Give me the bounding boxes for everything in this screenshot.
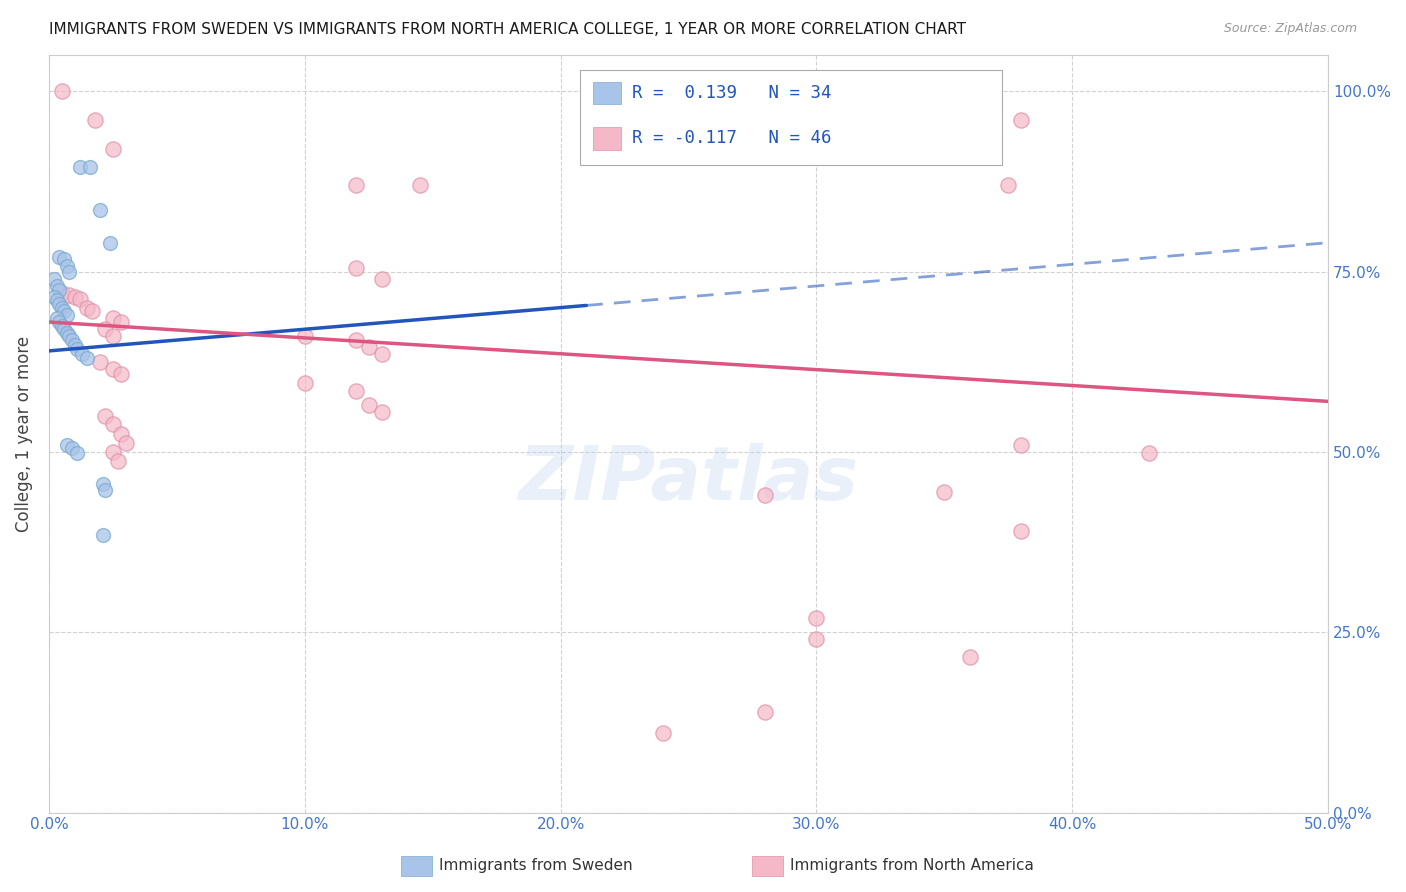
Point bbox=[48, 250, 70, 264]
Point bbox=[56, 437, 79, 451]
Text: R = -0.117   N = 46: R = -0.117 N = 46 bbox=[633, 129, 832, 147]
Point bbox=[1010, 524, 1032, 539]
Point bbox=[56, 326, 79, 340]
Point bbox=[66, 446, 89, 460]
Point bbox=[94, 483, 117, 497]
Point bbox=[53, 252, 76, 266]
Point bbox=[1010, 437, 1032, 451]
Point bbox=[58, 287, 80, 301]
Point bbox=[79, 160, 101, 174]
Point bbox=[76, 351, 98, 365]
Point bbox=[110, 367, 132, 381]
Point bbox=[91, 528, 114, 542]
Point bbox=[294, 376, 316, 391]
Point bbox=[1137, 446, 1160, 460]
Point bbox=[344, 178, 367, 192]
Point bbox=[94, 409, 117, 423]
Point bbox=[63, 338, 86, 352]
Point bbox=[45, 293, 67, 308]
Point bbox=[45, 279, 67, 293]
Point bbox=[934, 484, 956, 499]
Text: ZIPatlas: ZIPatlas bbox=[519, 442, 859, 516]
Point bbox=[56, 259, 79, 273]
Point bbox=[56, 308, 79, 322]
Point bbox=[344, 260, 367, 275]
Point bbox=[51, 84, 73, 98]
Point bbox=[344, 384, 367, 398]
Point bbox=[58, 329, 80, 343]
Point bbox=[48, 283, 70, 297]
Point bbox=[357, 340, 380, 354]
Point bbox=[110, 426, 132, 441]
Point bbox=[82, 304, 104, 318]
FancyBboxPatch shape bbox=[579, 70, 1002, 165]
Point bbox=[101, 445, 124, 459]
Point bbox=[63, 290, 86, 304]
Point bbox=[100, 235, 122, 250]
FancyBboxPatch shape bbox=[592, 82, 621, 104]
Point bbox=[370, 405, 392, 419]
Point bbox=[997, 178, 1019, 192]
Point bbox=[89, 355, 111, 369]
Point bbox=[69, 160, 91, 174]
Point bbox=[370, 272, 392, 286]
Point bbox=[101, 417, 124, 432]
Point bbox=[959, 650, 981, 665]
Point bbox=[806, 632, 828, 647]
Point bbox=[754, 705, 776, 719]
Point bbox=[51, 301, 73, 315]
Point bbox=[76, 301, 98, 315]
Point bbox=[652, 726, 675, 740]
Point bbox=[806, 611, 828, 625]
Point bbox=[294, 329, 316, 343]
Point bbox=[107, 453, 129, 467]
Point bbox=[344, 333, 367, 347]
Point bbox=[66, 342, 89, 356]
Point bbox=[94, 322, 117, 336]
Point bbox=[754, 488, 776, 502]
Point bbox=[370, 347, 392, 361]
Point bbox=[84, 113, 107, 128]
Point bbox=[45, 311, 67, 326]
Point bbox=[42, 272, 65, 286]
Point bbox=[101, 362, 124, 376]
Point bbox=[110, 315, 132, 329]
Point bbox=[101, 311, 124, 326]
Text: Immigrants from Sweden: Immigrants from Sweden bbox=[439, 858, 633, 872]
Point bbox=[114, 436, 136, 450]
Text: Immigrants from North America: Immigrants from North America bbox=[790, 858, 1033, 872]
Point bbox=[409, 178, 432, 192]
Point bbox=[58, 264, 80, 278]
Point bbox=[89, 203, 111, 218]
Point bbox=[101, 329, 124, 343]
Point bbox=[48, 297, 70, 311]
FancyBboxPatch shape bbox=[592, 127, 621, 150]
Text: IMMIGRANTS FROM SWEDEN VS IMMIGRANTS FROM NORTH AMERICA COLLEGE, 1 YEAR OR MORE : IMMIGRANTS FROM SWEDEN VS IMMIGRANTS FRO… bbox=[49, 22, 966, 37]
Point bbox=[60, 442, 83, 456]
Text: Source: ZipAtlas.com: Source: ZipAtlas.com bbox=[1223, 22, 1357, 36]
Point bbox=[48, 315, 70, 329]
Point bbox=[60, 333, 83, 347]
Point bbox=[51, 318, 73, 333]
Text: R =  0.139   N = 34: R = 0.139 N = 34 bbox=[633, 84, 832, 102]
Point bbox=[70, 347, 93, 361]
Point bbox=[101, 142, 124, 156]
Point bbox=[357, 398, 380, 412]
Y-axis label: College, 1 year or more: College, 1 year or more bbox=[15, 335, 32, 532]
Point bbox=[1010, 113, 1032, 128]
Point bbox=[53, 304, 76, 318]
Point bbox=[69, 292, 91, 306]
Point bbox=[51, 286, 73, 301]
Point bbox=[91, 477, 114, 491]
Point bbox=[42, 290, 65, 304]
Point bbox=[53, 322, 76, 336]
